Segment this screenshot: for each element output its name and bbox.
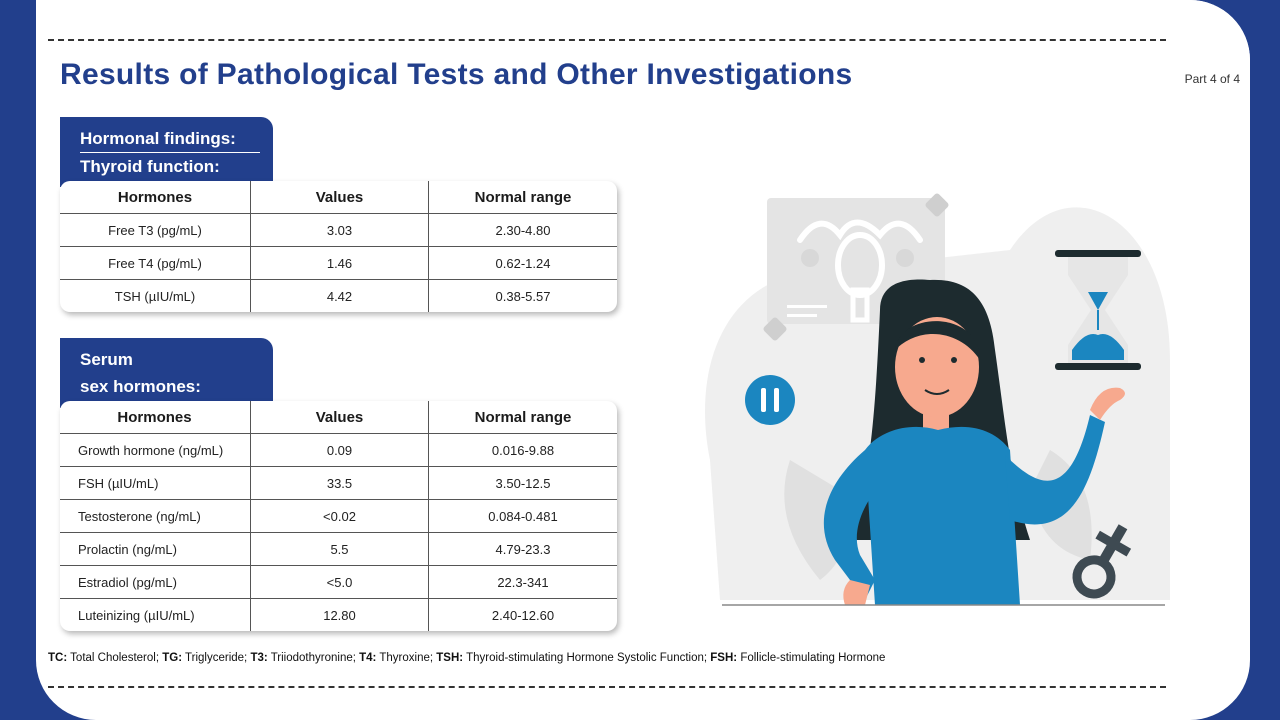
footnote-text: Triiodothyronine; — [270, 652, 356, 664]
abbreviations-footnote: TC: Total Cholesterol; TG: Triglyceride;… — [48, 652, 885, 664]
value-cell: 4.42 — [251, 280, 429, 312]
thyroid-section-tab: Hormonal findings: Thyroid function: — [60, 117, 273, 187]
footnote-abbr: TC: — [48, 652, 68, 664]
table-row: Testosterone (ng/mL) <0.02 0.084-0.481 — [60, 500, 617, 533]
footnote-text: Thyroxine; — [379, 652, 434, 664]
footnote-abbr: TSH: — [436, 652, 464, 664]
female-symbol-icon — [1072, 524, 1132, 599]
table-row: Free T4 (pg/mL) 1.46 0.62-1.24 — [60, 247, 617, 280]
top-dashed-divider — [48, 39, 1166, 41]
value-cell: 5.5 — [251, 533, 429, 566]
hormone-cell: Free T4 (pg/mL) — [60, 247, 251, 280]
serum-header-row: Hormones Values Normal range — [60, 401, 617, 434]
thyroid-tab-line1: Hormonal findings: — [80, 125, 260, 153]
range-cell: 3.50-12.5 — [429, 467, 617, 500]
column-header-hormones: Hormones — [60, 181, 251, 214]
footnote-abbr: TG: — [162, 652, 183, 664]
hormone-cell: Growth hormone (ng/mL) — [60, 434, 251, 467]
value-cell: 33.5 — [251, 467, 429, 500]
footnote-text: Thyroid-stimulating Hormone Systolic Fun… — [466, 652, 708, 664]
hormone-cell: Prolactin (ng/mL) — [60, 533, 251, 566]
column-header-values: Values — [251, 181, 429, 214]
range-cell: 0.084-0.481 — [429, 500, 617, 533]
serum-tab-line1: Serum — [80, 350, 133, 369]
column-header-hormones: Hormones — [60, 401, 251, 434]
range-cell: 0.62-1.24 — [429, 247, 617, 280]
woman-figure — [823, 279, 1125, 605]
bottom-dashed-divider — [48, 686, 1166, 688]
column-header-normal-range: Normal range — [429, 181, 617, 214]
value-cell: <5.0 — [251, 566, 429, 599]
hormone-cell: TSH (µIU/mL) — [60, 280, 251, 312]
footnote-abbr: FSH: — [710, 652, 738, 664]
part-indicator: Part 4 of 4 — [1184, 72, 1240, 86]
column-header-normal-range: Normal range — [429, 401, 617, 434]
serum-table: Hormones Values Normal range Growth horm… — [60, 401, 617, 631]
hormone-cell: Estradiol (pg/mL) — [60, 566, 251, 599]
table-row: Prolactin (ng/mL) 5.5 4.79-23.3 — [60, 533, 617, 566]
footnote-text: Triglyceride; — [185, 652, 248, 664]
range-cell: 22.3-341 — [429, 566, 617, 599]
footnote-abbr: T3: — [250, 652, 268, 664]
footnote-text: Follicle-stimulating Hormone — [740, 652, 886, 664]
thyroid-header-row: Hormones Values Normal range — [60, 181, 617, 214]
range-cell: 2.40-12.60 — [491, 607, 555, 623]
hourglass-icon — [1055, 250, 1141, 370]
serum-tab-line2: sex hormones: — [80, 377, 201, 396]
footnote-text: Total Cholesterol; — [70, 652, 160, 664]
hormone-cell: Testosterone (ng/mL) — [60, 500, 251, 533]
table-row: FSH (µIU/mL) 33.5 3.50-12.5 — [60, 467, 617, 500]
thyroid-tab-line2: Thyroid function: — [80, 157, 220, 176]
value-cell: 1.46 — [251, 247, 429, 280]
hormone-cell: FSH (µIU/mL) — [60, 467, 251, 500]
hormone-cell: Free T3 (pg/mL) — [60, 214, 251, 247]
page-title: Results of Pathological Tests and Other … — [60, 58, 853, 91]
hormone-cell: Luteinizing (µIU/mL) — [60, 599, 251, 631]
value-cell: 3.03 — [251, 214, 429, 247]
pause-icon — [745, 375, 795, 425]
value-cell: 12.80 — [251, 599, 429, 631]
table-row: TSH (µIU/mL) 4.42 0.38-5.57 — [60, 280, 617, 312]
value-cell: 0.09 — [251, 434, 429, 467]
thyroid-table: Hormones Values Normal range Free T3 (pg… — [60, 181, 617, 312]
woman-hormones-illustration — [705, 193, 1170, 606]
table-row: Estradiol (pg/mL) <5.0 22.3-341 — [60, 566, 617, 599]
column-header-values: Values — [251, 401, 429, 434]
serum-section-tab: Serum sex hormones: — [60, 338, 273, 408]
table-row: Growth hormone (ng/mL) 0.09 0.016-9.88 — [60, 434, 617, 467]
range-cell: 4.79-23.3 — [429, 533, 617, 566]
footnote-abbr: T4: — [359, 652, 377, 664]
range-cell: 0.016-9.88 — [429, 434, 617, 467]
table-row: Luteinizing (µIU/mL) 12.80 2.40-12.60 — [60, 599, 617, 631]
value-cell: <0.02 — [251, 500, 429, 533]
table-row: Free T3 (pg/mL) 3.03 2.30-4.80 — [60, 214, 617, 247]
range-cell: 0.38-5.57 — [495, 288, 551, 304]
range-cell: 2.30-4.80 — [429, 214, 617, 247]
